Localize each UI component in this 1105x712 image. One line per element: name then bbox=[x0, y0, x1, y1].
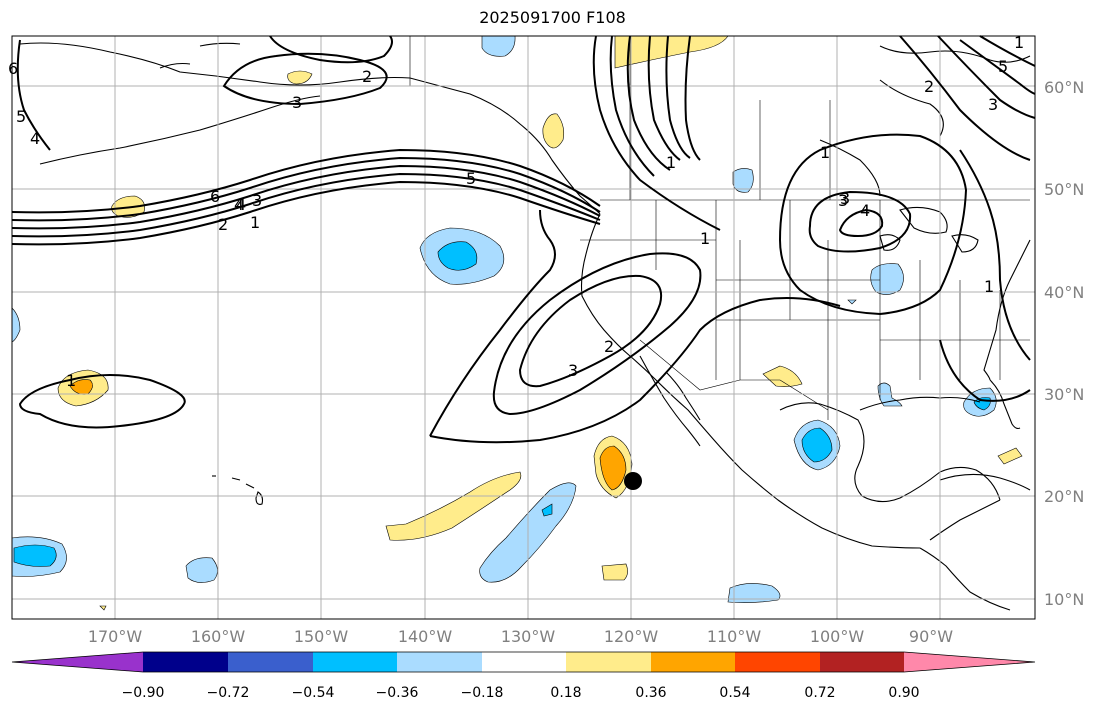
lat-label: 50°N bbox=[1044, 180, 1084, 199]
colorbar-tick-label: 0.36 bbox=[635, 685, 666, 701]
contour-label: 6 bbox=[210, 187, 220, 206]
lon-label: 110°W bbox=[707, 627, 762, 646]
contour-label: 1 bbox=[66, 371, 76, 390]
contour-label: 3 bbox=[840, 189, 850, 208]
colorbar-segment bbox=[820, 652, 904, 672]
lat-label: 30°N bbox=[1044, 385, 1084, 404]
contour-label: 4 bbox=[236, 195, 246, 214]
contour-label: 2 bbox=[362, 67, 372, 86]
contour-label-group: 6 5 4 3 2 1 5 1 2 4 5 3 1 3 4 3 2 1 1 6 … bbox=[8, 33, 1024, 390]
colorbar-segment bbox=[735, 652, 820, 672]
lon-label: 130°W bbox=[501, 627, 556, 646]
coastlines bbox=[19, 42, 1031, 611]
contour-label: 1 bbox=[666, 153, 676, 172]
map-panel: 6 5 4 3 2 1 5 1 2 4 5 3 1 3 4 3 2 1 1 6 … bbox=[8, 33, 1036, 620]
contour-label: 5 bbox=[16, 107, 26, 126]
colorbar-extend-low bbox=[12, 652, 143, 672]
colorbar-labels: −0.90 −0.72 −0.54 −0.36 −0.18 0.18 0.36 … bbox=[122, 685, 920, 701]
colorbar-segment bbox=[228, 652, 313, 672]
colorbar-tick-label: 0.18 bbox=[550, 685, 581, 701]
lon-label: 90°W bbox=[909, 627, 953, 646]
lon-label: 120°W bbox=[604, 627, 659, 646]
contour-label: 3 bbox=[568, 361, 578, 380]
contour-label: 2 bbox=[924, 77, 934, 96]
contour-label: 1 bbox=[984, 277, 994, 296]
contour-label: 1 bbox=[250, 213, 260, 232]
contour-label: 4 bbox=[860, 201, 870, 220]
colorbar-tick-label: −0.72 bbox=[207, 685, 250, 701]
contour-label: 3 bbox=[252, 191, 262, 210]
colorbar-tick-label: −0.90 bbox=[122, 685, 165, 701]
colorbar-tick-label: 0.90 bbox=[888, 685, 919, 701]
shaded-fields bbox=[11, 35, 1023, 611]
contour-label: 2 bbox=[604, 337, 614, 356]
contour-label: 1 bbox=[1014, 33, 1024, 52]
latitude-labels: 60°N 50°N 40°N 30°N 20°N 10°N bbox=[1044, 78, 1084, 609]
contour-label: 4 bbox=[234, 195, 244, 214]
colorbar-segment bbox=[651, 652, 735, 672]
lat-label: 40°N bbox=[1044, 283, 1084, 302]
storm-position-marker bbox=[624, 472, 642, 490]
lon-label: 100°W bbox=[810, 627, 865, 646]
graticule bbox=[12, 36, 1035, 619]
colorbar-extend-high bbox=[904, 652, 1035, 672]
lon-label: 140°W bbox=[398, 627, 453, 646]
lon-label: 170°W bbox=[88, 627, 143, 646]
contour-label: 3 bbox=[988, 95, 998, 114]
longitude-labels: 170°W 160°W 150°W 140°W 130°W 120°W 110°… bbox=[88, 627, 953, 646]
contour-label: 3 bbox=[292, 93, 302, 112]
colorbar-tick-label: 0.54 bbox=[719, 685, 750, 701]
contour-label: 2 bbox=[218, 215, 228, 234]
contour-label: 4 bbox=[30, 129, 40, 148]
lat-label: 20°N bbox=[1044, 487, 1084, 506]
colorbar-segment bbox=[482, 652, 566, 672]
contour-label: 1 bbox=[700, 229, 710, 248]
colorbar bbox=[11, 651, 1036, 673]
contour-label: 3 bbox=[838, 191, 848, 210]
lat-label: 10°N bbox=[1044, 590, 1084, 609]
contour-label: 5 bbox=[466, 169, 476, 188]
contour-label: 6 bbox=[8, 59, 18, 78]
lat-label: 60°N bbox=[1044, 78, 1084, 97]
map-title: 2025091700 F108 bbox=[479, 8, 626, 27]
lon-label: 160°W bbox=[191, 627, 246, 646]
colorbar-tick-label: 0.72 bbox=[804, 685, 835, 701]
colorbar-tick-label: −0.54 bbox=[292, 685, 335, 701]
colorbar-segment bbox=[397, 652, 482, 672]
contour-lines bbox=[11, 35, 1036, 444]
colorbar-segment bbox=[143, 652, 228, 672]
colorbar-outline bbox=[11, 651, 1036, 673]
colorbar-segment bbox=[566, 652, 651, 672]
lon-label: 150°W bbox=[294, 627, 349, 646]
colorbar-segment bbox=[313, 652, 397, 672]
colorbar-tick-label: −0.18 bbox=[461, 685, 504, 701]
contour-label: 5 bbox=[998, 57, 1008, 76]
contour-label: 1 bbox=[820, 143, 830, 162]
colorbar-tick-label: −0.36 bbox=[376, 685, 419, 701]
